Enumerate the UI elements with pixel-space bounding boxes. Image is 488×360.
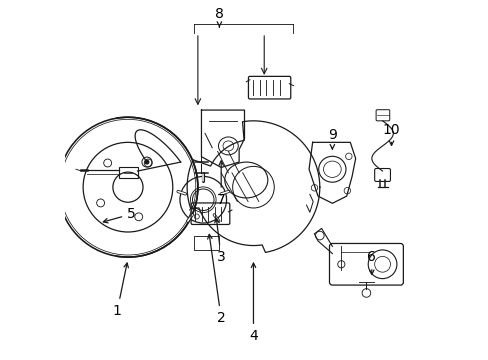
Circle shape [144,159,149,165]
Text: 2: 2 [207,234,225,325]
Text: 1: 1 [113,263,128,318]
Text: 7: 7 [216,161,225,207]
Text: 10: 10 [382,123,400,145]
Text: 5: 5 [103,207,136,223]
Text: 9: 9 [327,128,336,149]
Text: 4: 4 [248,263,257,343]
Text: 8: 8 [215,7,224,27]
Text: 6: 6 [366,250,375,274]
Text: 3: 3 [214,218,225,264]
